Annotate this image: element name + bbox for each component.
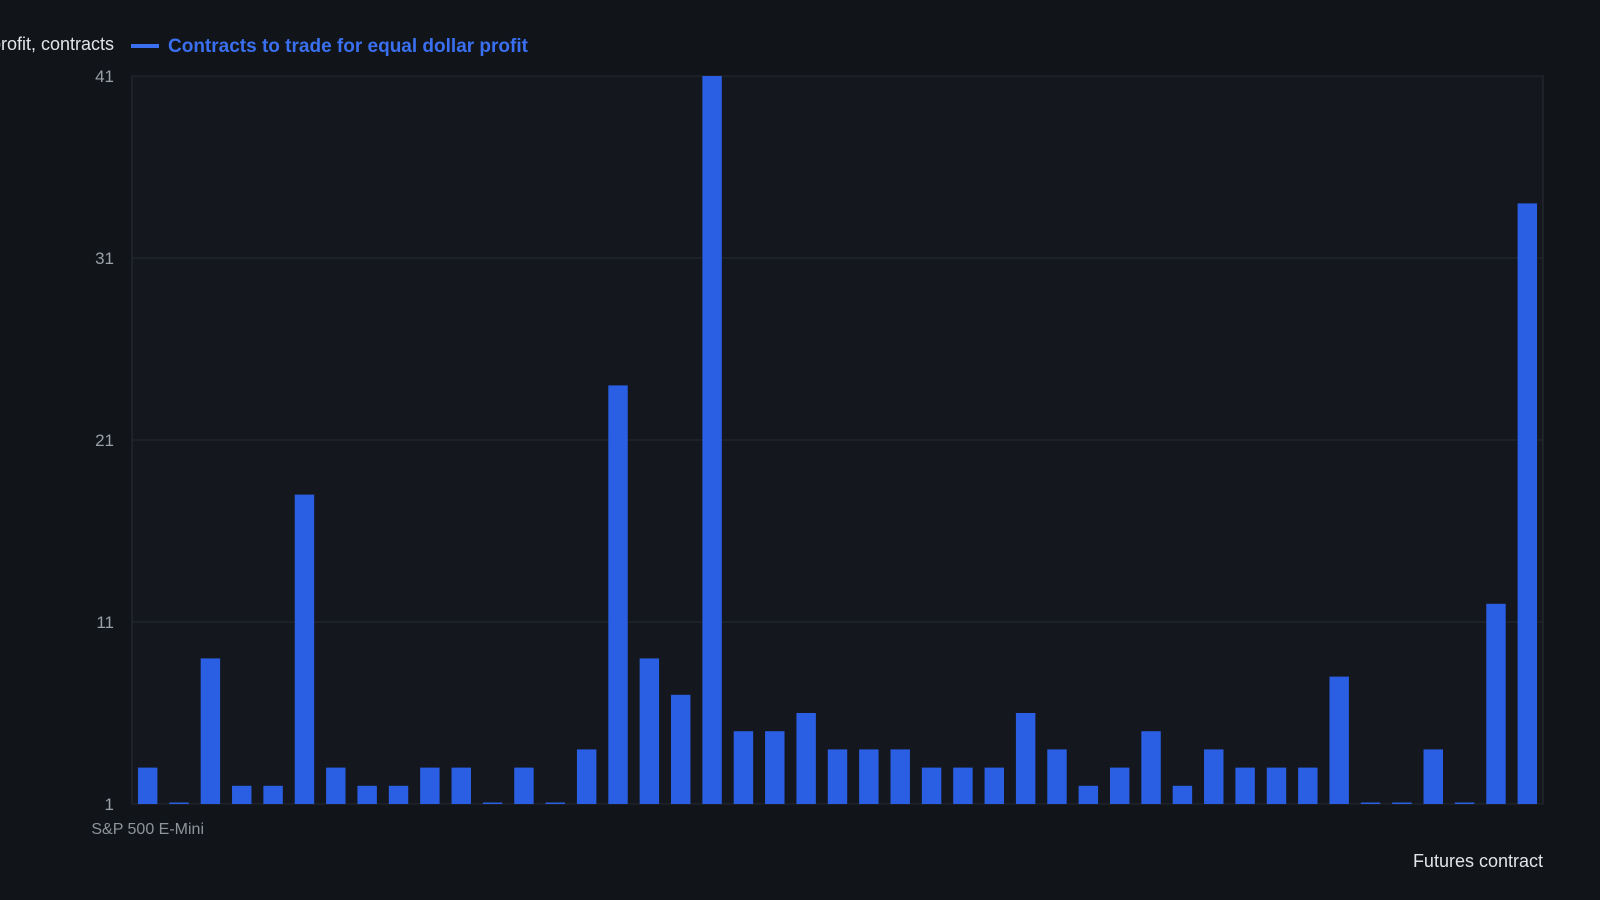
x-tick-label: S&P 500 E-Mini bbox=[91, 821, 204, 838]
bar bbox=[1047, 749, 1067, 804]
y-tick-label: 21 bbox=[95, 431, 114, 450]
bar bbox=[1329, 676, 1349, 804]
y-tick-label: 11 bbox=[96, 613, 114, 632]
bar bbox=[1298, 767, 1318, 804]
bar bbox=[1078, 785, 1099, 804]
y-axis-label: Contracts to trade for equal dollar prof… bbox=[0, 34, 114, 54]
y-tick-label: 1 bbox=[105, 795, 114, 814]
bar bbox=[984, 767, 1004, 804]
legend-label: Contracts to trade for equal dollar prof… bbox=[168, 36, 529, 57]
bar bbox=[1454, 802, 1475, 804]
bar bbox=[796, 713, 816, 804]
y-tick-label: 31 bbox=[95, 249, 114, 268]
bar bbox=[1015, 713, 1036, 804]
bar bbox=[232, 785, 252, 804]
bar bbox=[1486, 603, 1506, 804]
bar bbox=[953, 767, 973, 804]
bar bbox=[921, 767, 942, 804]
y-tick-label: 41 bbox=[95, 67, 114, 86]
bar bbox=[1172, 785, 1193, 804]
bar bbox=[482, 802, 503, 804]
bar bbox=[1392, 802, 1412, 804]
bar bbox=[1204, 749, 1224, 804]
bar bbox=[671, 694, 691, 804]
bar bbox=[514, 767, 534, 804]
bar bbox=[326, 767, 346, 804]
bar bbox=[1141, 731, 1161, 804]
x-axis-label: Futures contract bbox=[1413, 851, 1543, 871]
bar bbox=[451, 767, 471, 804]
bar bbox=[1109, 767, 1130, 804]
bar bbox=[859, 749, 879, 804]
bar bbox=[1235, 767, 1255, 804]
bar bbox=[169, 802, 189, 804]
bar bbox=[702, 76, 722, 804]
bar bbox=[388, 785, 409, 804]
bar bbox=[137, 767, 158, 804]
bar bbox=[1517, 203, 1538, 804]
bar bbox=[733, 731, 754, 804]
bar bbox=[200, 658, 221, 804]
bar bbox=[765, 731, 785, 804]
bar bbox=[294, 494, 315, 804]
bar bbox=[890, 749, 910, 804]
bar bbox=[1266, 767, 1287, 804]
bar bbox=[827, 749, 848, 804]
bar bbox=[1360, 802, 1381, 804]
bar bbox=[576, 749, 597, 804]
bar bbox=[357, 785, 377, 804]
bar bbox=[1423, 749, 1443, 804]
bar bbox=[545, 802, 566, 804]
bar bbox=[263, 785, 283, 804]
bar bbox=[420, 767, 440, 804]
bar bbox=[639, 658, 660, 804]
bar bbox=[608, 385, 628, 804]
